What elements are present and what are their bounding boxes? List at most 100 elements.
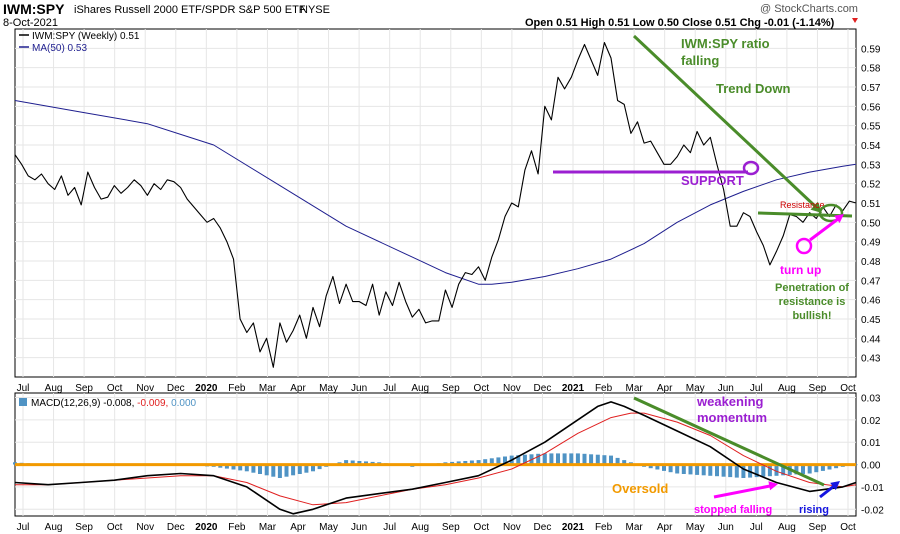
macd-x-tick-label: Apr [657,522,673,533]
macd-histogram-bar [662,464,666,471]
macd-histogram-bar [688,464,693,475]
macd-histogram-bar [774,464,779,476]
trend-down-arrowhead [810,201,822,213]
macd-histogram-bar [648,464,653,469]
price-y-tick-label: 0.51 [861,199,881,210]
macd-histogram-bar [476,460,481,465]
macd-y-tick-label: 0.00 [861,461,881,472]
price-x-tick-label: May [686,383,705,394]
macd-histogram-bar [456,461,461,465]
chart-description: iShares Russell 2000 ETF/SPDR S&P 500 ET… [74,4,306,16]
price-x-tick-label: Jun [718,383,734,394]
macd-y-tick-label: 0.03 [861,393,881,404]
macd-histogram-bar [549,453,554,465]
macd-x-tick-label: Jun [718,522,734,533]
macd-histogram-bar [781,464,786,476]
annotation-stopped-falling: stopped falling [694,504,772,516]
macd-histogram-bar [311,464,315,472]
price-y-tick-label: 0.43 [861,354,881,365]
macd-histogram-bar [582,453,587,465]
chart-date: 8-Oct-2021 [3,17,59,29]
macd-histogram-bar [522,454,527,465]
price-x-tick-label: 2021 [562,383,585,394]
price-x-tick-label: Mar [625,383,643,394]
annotation-oversold: Oversold [612,481,668,496]
macd-x-tick-label: Oct [840,522,856,533]
macd-x-tick-label: 2021 [562,522,585,533]
macd-histogram-bar [595,454,600,465]
price-x-tick-label: Feb [595,383,613,394]
macd-line [14,401,857,515]
macd-x-tick-label: Dec [167,522,185,533]
macd-histogram-bar [569,453,574,465]
macd-x-tick-label: Jul [383,522,396,533]
watermark: @ StockCharts.com [760,3,858,15]
macd-histogram-bar [715,464,719,477]
price-y-tick-label: 0.48 [861,257,881,268]
price-y-tick-label: 0.47 [861,276,881,287]
price-x-tick-label: Sep [442,383,460,394]
macd-histogram-bar [304,464,309,473]
macd-x-tick-label: Feb [595,522,613,533]
macd-histogram-bar [483,459,488,465]
macd-x-tick-label: Nov [503,522,521,533]
macd-histogram-bar [741,464,746,478]
macd-histogram-bar [489,458,494,465]
macd-x-tick-label: Aug [411,522,429,533]
ma50-line [14,100,857,285]
macd-x-tick-label: Jul [17,522,30,533]
macd-histogram-bar [681,464,686,474]
macd-histogram-bar [224,464,229,469]
price-x-tick-label: Jul [383,383,396,394]
price-x-tick-label: Jul [750,383,763,394]
macd-histogram-bar [589,454,594,465]
ohlc-readout: Open 0.51 High 0.51 Low 0.50 Close 0.51 … [525,17,835,29]
macd-panel-frame [14,392,857,517]
price-x-tick-label: Oct [107,383,123,394]
price-x-tick-label: Oct [840,383,856,394]
exchange-label: NYSE [300,4,330,16]
price-x-tick-label: Sep [75,383,93,394]
price-y-tick-label: 0.46 [861,296,881,307]
macd-histogram-bar [767,464,772,477]
price-y-tick-label: 0.56 [861,102,881,113]
macd-histogram-bar [350,460,355,465]
macd-histogram-bar [556,453,560,465]
price-y-tick-label: 0.55 [861,122,881,133]
stopped-falling-arrowhead [768,481,778,491]
macd-histogram-bar [463,461,468,465]
price-y-tick-label: 0.54 [861,141,881,152]
change-down-marker [852,18,858,23]
turn-up-arrow-line [809,217,839,242]
price-y-tick-label: 0.50 [861,218,881,229]
macd-x-tick-label: Sep [75,522,93,533]
macd-signal-line [15,412,857,506]
annotation-ratio-falling-line2: falling [681,53,719,68]
macd-x-tick-label: Oct [107,522,123,533]
macd-x-tick-label: Mar [259,522,277,533]
price-y-tick-label: 0.49 [861,238,881,249]
price-x-tick-label: Jul [17,383,30,394]
macd-x-tick-label: Feb [228,522,246,533]
price-x-tick-label: Sep [809,383,827,394]
macd-histogram-bar [675,464,680,474]
macd-x-tick-label: Oct [474,522,490,533]
rising-arrow-line [819,484,835,499]
macd-y-tick-label: -0.01 [861,483,884,494]
legend-macd-label: MACD(12,26,9) -0.008, -0.009, 0.000 [31,398,197,409]
price-x-tick-label: Aug [778,383,796,394]
macd-histogram-bar [469,460,474,465]
macd-x-tick-label: Aug [45,522,63,533]
price-y-tick-label: 0.59 [861,44,881,55]
macd-histogram-bar [834,464,839,469]
annotation-weakening-line1: weakening [696,394,764,409]
macd-histogram-bar [701,464,706,476]
price-x-tick-label: Dec [167,383,185,394]
macd-x-tick-label: Jul [750,522,763,533]
macd-histogram-bar [344,460,349,465]
macd-histogram-bar [297,464,302,474]
macd-histogram-bar [258,464,262,474]
annotation-penetration-line1: Penetration of [775,282,849,294]
macd-histogram-bar [238,464,243,471]
macd-x-tick-label: May [686,522,705,533]
